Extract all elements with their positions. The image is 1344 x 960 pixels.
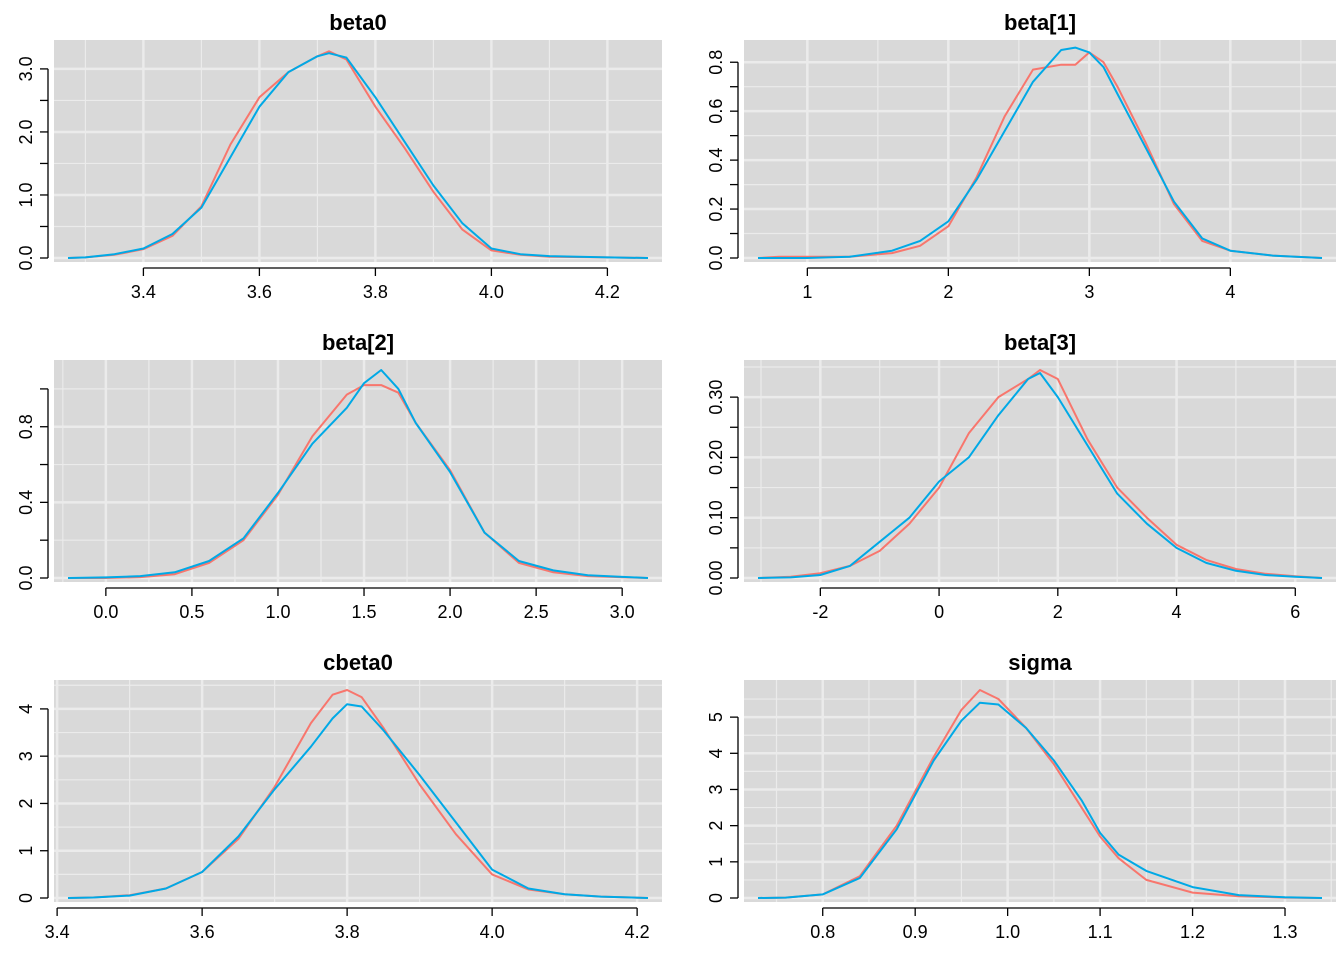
y-tick-label: 0.8 (706, 50, 726, 75)
x-tick-label: 2.5 (524, 602, 549, 622)
x-tick-label: 3 (1084, 282, 1094, 302)
density-line-chain-2 (67, 52, 649, 259)
density-line-chain-2 (67, 703, 649, 899)
y-tick-label: 2.0 (16, 119, 36, 144)
panel-background (744, 40, 1336, 262)
density-panel-4: 3.4 3.6 3.8 4.0 4.2 0 1 2 3 4 cbeta0 (16, 650, 662, 942)
panel-title: beta[2] (322, 330, 394, 355)
x-tick-label: 0 (934, 602, 944, 622)
y-tick-label: 0.30 (706, 380, 726, 415)
x-tick-label: 1.5 (352, 602, 377, 622)
y-tick-label: 4 (16, 704, 36, 714)
x-tick-label: 3.0 (610, 602, 635, 622)
x-tick-label: 2 (943, 282, 953, 302)
x-tick-label: 4.2 (625, 922, 650, 942)
density-line-chain-1 (68, 384, 649, 579)
x-tick-label: 4.0 (480, 922, 505, 942)
x-tick-label: 1.0 (265, 602, 290, 622)
x-tick-label: 4 (1172, 602, 1182, 622)
y-tick-label: 1 (706, 857, 726, 867)
panel-background (744, 360, 1336, 582)
y-tick-label: 1.0 (16, 182, 36, 207)
y-tick-label: 0 (16, 893, 36, 903)
x-tick-label: 3.8 (335, 922, 360, 942)
y-tick-label: 0.00 (706, 560, 726, 595)
y-tick-label: 1 (16, 846, 36, 856)
y-tick-label: 0.2 (706, 197, 726, 222)
x-tick-label: -2 (812, 602, 828, 622)
panel-title: beta[1] (1004, 10, 1076, 35)
x-tick-label: 0.5 (179, 602, 204, 622)
y-tick-label: 0.4 (16, 490, 36, 515)
density-panel-1: 1 2 3 4 0.0 0.2 0.4 0.6 0.8 beta[1] (706, 10, 1336, 302)
x-tick-label: 3.6 (190, 922, 215, 942)
panel-title: beta0 (329, 10, 386, 35)
x-tick-label: 3.8 (363, 282, 388, 302)
x-tick-label: 1.1 (1088, 922, 1113, 942)
x-tick-label: 2 (1053, 602, 1063, 622)
density-line-chain-2 (67, 369, 649, 579)
panel-title: sigma (1008, 650, 1072, 675)
y-tick-label: 2 (16, 798, 36, 808)
y-tick-label: 3 (16, 751, 36, 761)
panel-title: beta[3] (1004, 330, 1076, 355)
x-tick-label: 4.0 (479, 282, 504, 302)
x-tick-label: 3.6 (247, 282, 272, 302)
x-tick-label: 1 (802, 282, 812, 302)
panel-background (54, 360, 662, 582)
y-tick-label: 0.20 (706, 440, 726, 475)
y-tick-label: 0.4 (706, 148, 726, 173)
x-tick-label: 1.0 (995, 922, 1020, 942)
x-tick-label: 2.0 (438, 602, 463, 622)
y-tick-label: 0.0 (16, 245, 36, 270)
x-tick-label: 6 (1290, 602, 1300, 622)
panel-title: cbeta0 (323, 650, 393, 675)
y-tick-label: 0.0 (16, 565, 36, 590)
x-tick-label: 0.0 (93, 602, 118, 622)
y-tick-label: 3 (706, 784, 726, 794)
x-tick-label: 3.4 (131, 282, 156, 302)
density-line-chain-2 (758, 46, 1323, 259)
x-tick-label: 4.2 (595, 282, 620, 302)
y-tick-label: 0.6 (706, 99, 726, 124)
y-tick-label: 0.8 (16, 414, 36, 439)
density-panel-5: 0.8 0.9 1.0 1.1 1.2 1.3 0 1 2 3 4 5 sigma (706, 650, 1336, 942)
y-tick-label: 0.10 (706, 500, 726, 535)
x-tick-label: 0.8 (810, 922, 835, 942)
density-line-chain-2 (757, 701, 1323, 899)
y-tick-label: 2 (706, 821, 726, 831)
x-tick-label: 3.4 (45, 922, 70, 942)
density-panel-3: -2 0 2 4 6 0.00 0.10 0.20 0.30 beta[3] (706, 330, 1336, 622)
x-tick-label: 1.3 (1273, 922, 1298, 942)
panel-background (54, 680, 662, 902)
y-tick-label: 3.0 (16, 56, 36, 81)
density-line-chain-1 (757, 369, 1323, 579)
density-line-chain-2 (757, 372, 1323, 579)
density-panel-0: 3.4 3.6 3.8 4.0 4.2 0.0 1.0 2.0 3.0 beta0 (16, 10, 662, 302)
x-tick-label: 1.2 (1180, 922, 1205, 942)
panel-background (744, 680, 1336, 902)
x-tick-label: 4 (1225, 282, 1235, 302)
density-panel-2: 0.0 0.5 1.0 1.5 2.0 2.5 3.0 0.0 0.4 0.8 beta[2] (16, 330, 662, 622)
y-tick-label: 4 (706, 748, 726, 758)
y-tick-label: 0 (706, 893, 726, 903)
y-tick-label: 5 (706, 712, 726, 722)
y-tick-label: 0.0 (706, 245, 726, 270)
x-tick-label: 0.9 (903, 922, 928, 942)
